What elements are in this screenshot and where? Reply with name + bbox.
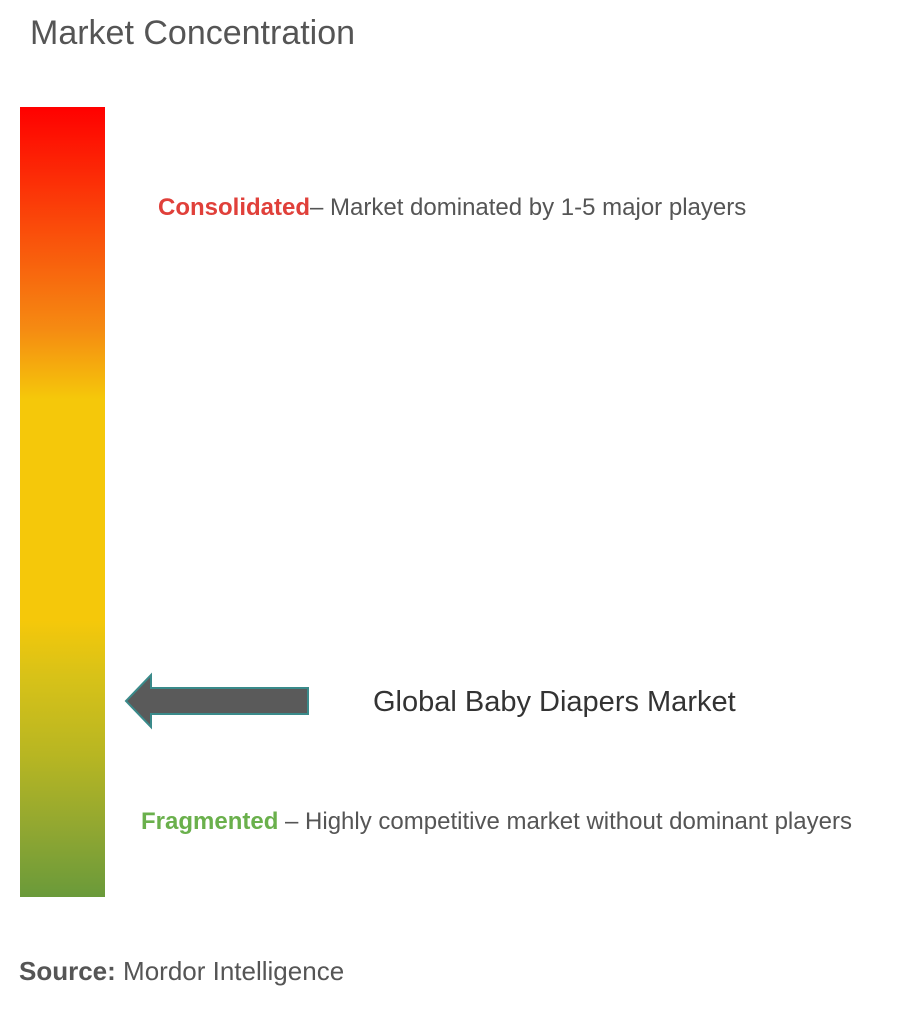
page-title: Market Concentration [30,14,356,52]
source-note: Source: Mordor Intelligence [19,956,344,987]
source-label: Source: [19,956,116,986]
market-position-label: Global Baby Diapers Market [373,686,736,718]
source-value: Mordor Intelligence [115,956,345,986]
consolidated-legend: Consolidated– Market dominated by 1-5 ma… [158,194,746,222]
fragmented-legend: Fragmented – Highly competitive market w… [141,795,901,849]
consolidated-description: – Market dominated by 1-5 major players [310,194,747,221]
fragmented-label: Fragmented [141,808,279,835]
concentration-gradient-bar [20,107,105,897]
consolidated-label: Consolidated [158,194,311,221]
fragmented-description: – Highly competitive market without domi… [278,808,852,835]
